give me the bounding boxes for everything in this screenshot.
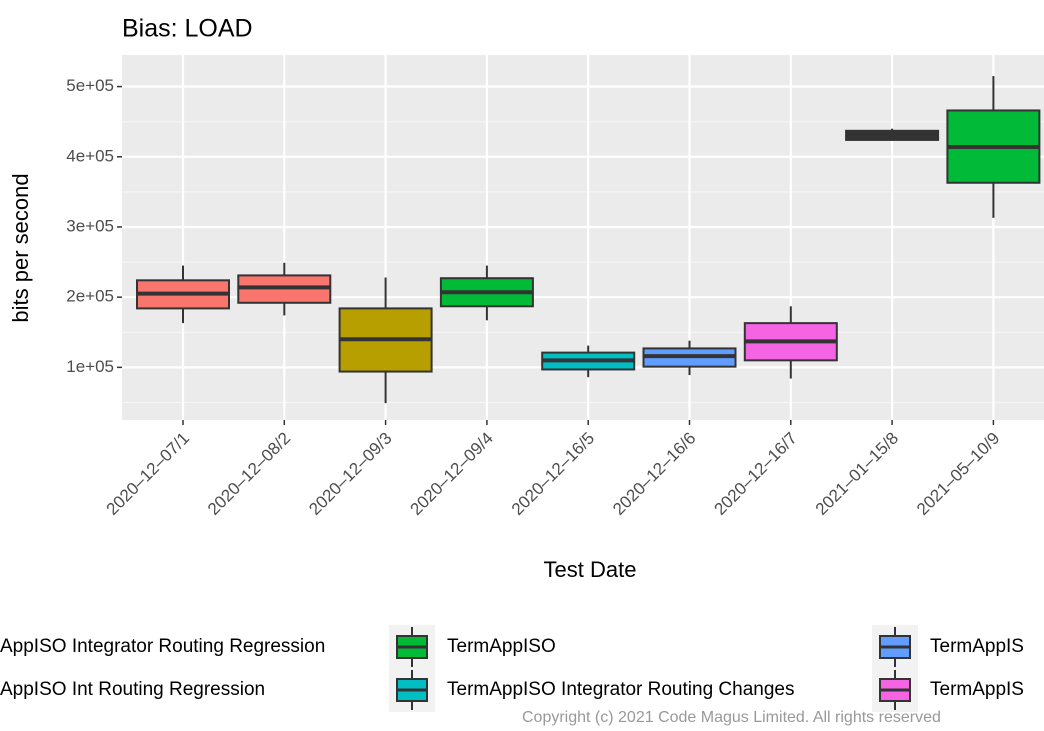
legend-label: TermAppISO [447, 636, 556, 657]
caption: Copyright (c) 2021 Code Magus Limited. A… [522, 709, 941, 726]
x-tick-label: 2020‒12‒07/1 [103, 429, 193, 519]
legend-label: TermAppIS [930, 679, 1024, 700]
x-tick-label: 2020‒12‒16/6 [609, 429, 699, 519]
y-axis-title: bits per second [8, 173, 33, 322]
legend-label: AppISO Int Routing Regression [0, 679, 265, 700]
x-tick-label: 2020‒12‒08/2 [204, 429, 294, 519]
legend-label: TermAppISO Integrator Routing Changes [447, 679, 794, 700]
legend-label: AppISO Integrator Routing Regression [0, 636, 325, 657]
chart-title: Bias: LOAD [122, 15, 253, 43]
x-tick-label: 2020‒12‒09/3 [305, 429, 395, 519]
y-tick-label: 4e+05 [66, 146, 114, 165]
x-axis-title: Test Date [544, 557, 637, 582]
y-tick-label: 1e+05 [66, 357, 114, 376]
x-tick-label: 2020‒12‒16/5 [508, 429, 598, 519]
x-tick-label: 2021‒01‒15/8 [812, 429, 902, 519]
x-tick-label: 2020‒12‒09/4 [407, 429, 497, 519]
legend-label: TermAppIS [930, 636, 1024, 657]
y-tick-label: 2e+05 [66, 287, 114, 306]
y-tick-label: 3e+05 [66, 216, 114, 235]
x-tick-label: 2020‒12‒16/7 [710, 429, 800, 519]
x-tick-label: 2021‒05‒10/9 [913, 429, 1003, 519]
y-tick-label: 5e+05 [66, 76, 114, 95]
